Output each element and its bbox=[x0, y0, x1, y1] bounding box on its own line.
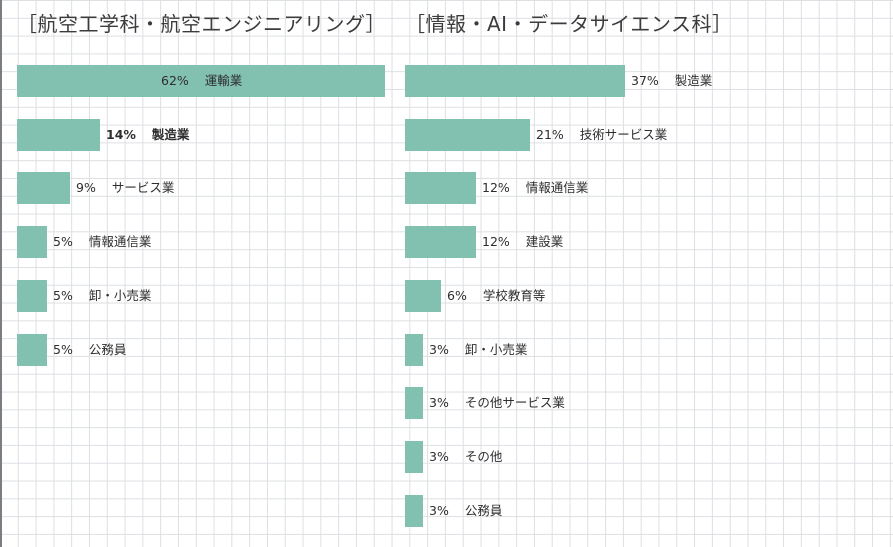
bar-label: 14% 製造業 bbox=[106, 119, 189, 151]
bar-label: 3% その他 bbox=[429, 441, 502, 473]
bar bbox=[405, 118, 530, 151]
bar-category-label: 情報通信業 bbox=[88, 234, 152, 250]
bar-value-label: 9% bbox=[76, 180, 96, 196]
bar-label: 3% 公務員 bbox=[429, 495, 502, 527]
bar-row: 5% 公務員 bbox=[17, 333, 487, 366]
bar-category-label: 卸・小売業 bbox=[464, 341, 528, 357]
bar-value-label: 12% bbox=[482, 180, 510, 196]
bar bbox=[405, 226, 476, 259]
bar-value-label: 5% bbox=[53, 234, 73, 250]
bar-category-label: 公務員 bbox=[464, 502, 503, 518]
bar-label: 12% 情報通信業 bbox=[482, 172, 588, 204]
bar-value-label: 5% bbox=[53, 341, 73, 357]
bar bbox=[17, 118, 100, 151]
bar-label: 3% その他サービス業 bbox=[429, 387, 565, 419]
bar-row: 37% 製造業 bbox=[405, 65, 875, 97]
bar-row: 62% 運輸業 bbox=[17, 65, 487, 97]
bar-category-label: 製造業 bbox=[151, 126, 190, 142]
bar-row: 6% 学校教育等 bbox=[405, 279, 875, 312]
bar-category-label: その他 bbox=[464, 448, 503, 464]
bar bbox=[405, 65, 625, 97]
bar-label: 5% 公務員 bbox=[53, 334, 126, 366]
bar-row: 5% 卸・小売業 bbox=[17, 279, 487, 312]
bar-label: 3% 卸・小売業 bbox=[429, 334, 527, 366]
bar-value-label: 21% bbox=[536, 126, 564, 142]
bar-label: 21% 技術サービス業 bbox=[536, 119, 667, 151]
bar-category-label: 情報通信業 bbox=[525, 180, 589, 196]
chart-title-aeronautical: ［航空工学科・航空エンジニアリング］ bbox=[17, 12, 386, 36]
bar-row: 5% 情報通信業 bbox=[17, 226, 487, 259]
bar-category-label: サービス業 bbox=[111, 180, 175, 196]
bar-value-label: 3% bbox=[429, 395, 449, 411]
bar-category-label: その他サービス業 bbox=[464, 395, 565, 411]
chart-panel-ai-data-science: ［情報・AI・データサイエンス科］ 37% 製造業 21% 技術サービス業 12% 情報通… bbox=[405, 0, 885, 547]
bar bbox=[405, 172, 476, 205]
bar bbox=[405, 279, 441, 312]
bar-label: 37% 製造業 bbox=[631, 65, 712, 97]
bar bbox=[17, 226, 47, 259]
bar-value-label: 3% bbox=[429, 448, 449, 464]
bar-category-label: 建設業 bbox=[525, 234, 564, 250]
bar-label: 6% 学校教育等 bbox=[447, 280, 545, 312]
bar-value-label: 5% bbox=[53, 287, 73, 303]
bar-value-label: 3% bbox=[429, 502, 449, 518]
bar bbox=[17, 65, 385, 97]
chart-panel-aeronautical: ［航空工学科・航空エンジニアリング］ 62% 運輸業 14% 製造業 9% サービス業 5%… bbox=[17, 0, 397, 547]
bar-label: 12% 建設業 bbox=[482, 226, 563, 258]
bar-value-label: 12% bbox=[482, 234, 510, 250]
bar-label: 62% 運輸業 bbox=[161, 65, 242, 97]
bar-category-label: 技術サービス業 bbox=[579, 126, 668, 142]
bar-row: 3% その他サービス業 bbox=[405, 387, 875, 420]
bar bbox=[405, 333, 423, 366]
bar-row: 12% 情報通信業 bbox=[405, 172, 875, 205]
bar bbox=[405, 440, 423, 473]
bar-category-label: 学校教育等 bbox=[482, 287, 546, 303]
bar-row: 3% その他 bbox=[405, 440, 875, 473]
left-border bbox=[0, 0, 2, 547]
bar-category-label: 運輸業 bbox=[204, 73, 243, 88]
bar bbox=[405, 494, 423, 527]
chart-title-ai-data-science: ［情報・AI・データサイエンス科］ bbox=[405, 12, 733, 36]
bar bbox=[405, 387, 423, 420]
bar bbox=[17, 333, 47, 366]
bar bbox=[17, 279, 47, 312]
bar-row: 21% 技術サービス業 bbox=[405, 118, 875, 151]
bar-category-label: 公務員 bbox=[88, 341, 127, 357]
bar-row: 12% 建設業 bbox=[405, 226, 875, 259]
bar-label: 9% サービス業 bbox=[76, 172, 174, 204]
bar-value-label: 6% bbox=[447, 287, 467, 303]
bar-row: 14% 製造業 bbox=[17, 118, 487, 151]
bar-value-label: 37% bbox=[631, 73, 659, 88]
bar-category-label: 卸・小売業 bbox=[88, 287, 152, 303]
bar-value-label: 62% bbox=[161, 73, 189, 88]
bar-row: 9% サービス業 bbox=[17, 172, 487, 205]
bar-category-label: 製造業 bbox=[674, 73, 713, 88]
bar-value-label: 14% bbox=[106, 126, 136, 142]
bar-label: 5% 卸・小売業 bbox=[53, 280, 151, 312]
bar bbox=[17, 172, 70, 205]
bar-value-label: 3% bbox=[429, 341, 449, 357]
bar-row: 3% 公務員 bbox=[405, 494, 875, 527]
bar-row: 3% 卸・小売業 bbox=[405, 333, 875, 366]
bar-label: 5% 情報通信業 bbox=[53, 226, 151, 258]
